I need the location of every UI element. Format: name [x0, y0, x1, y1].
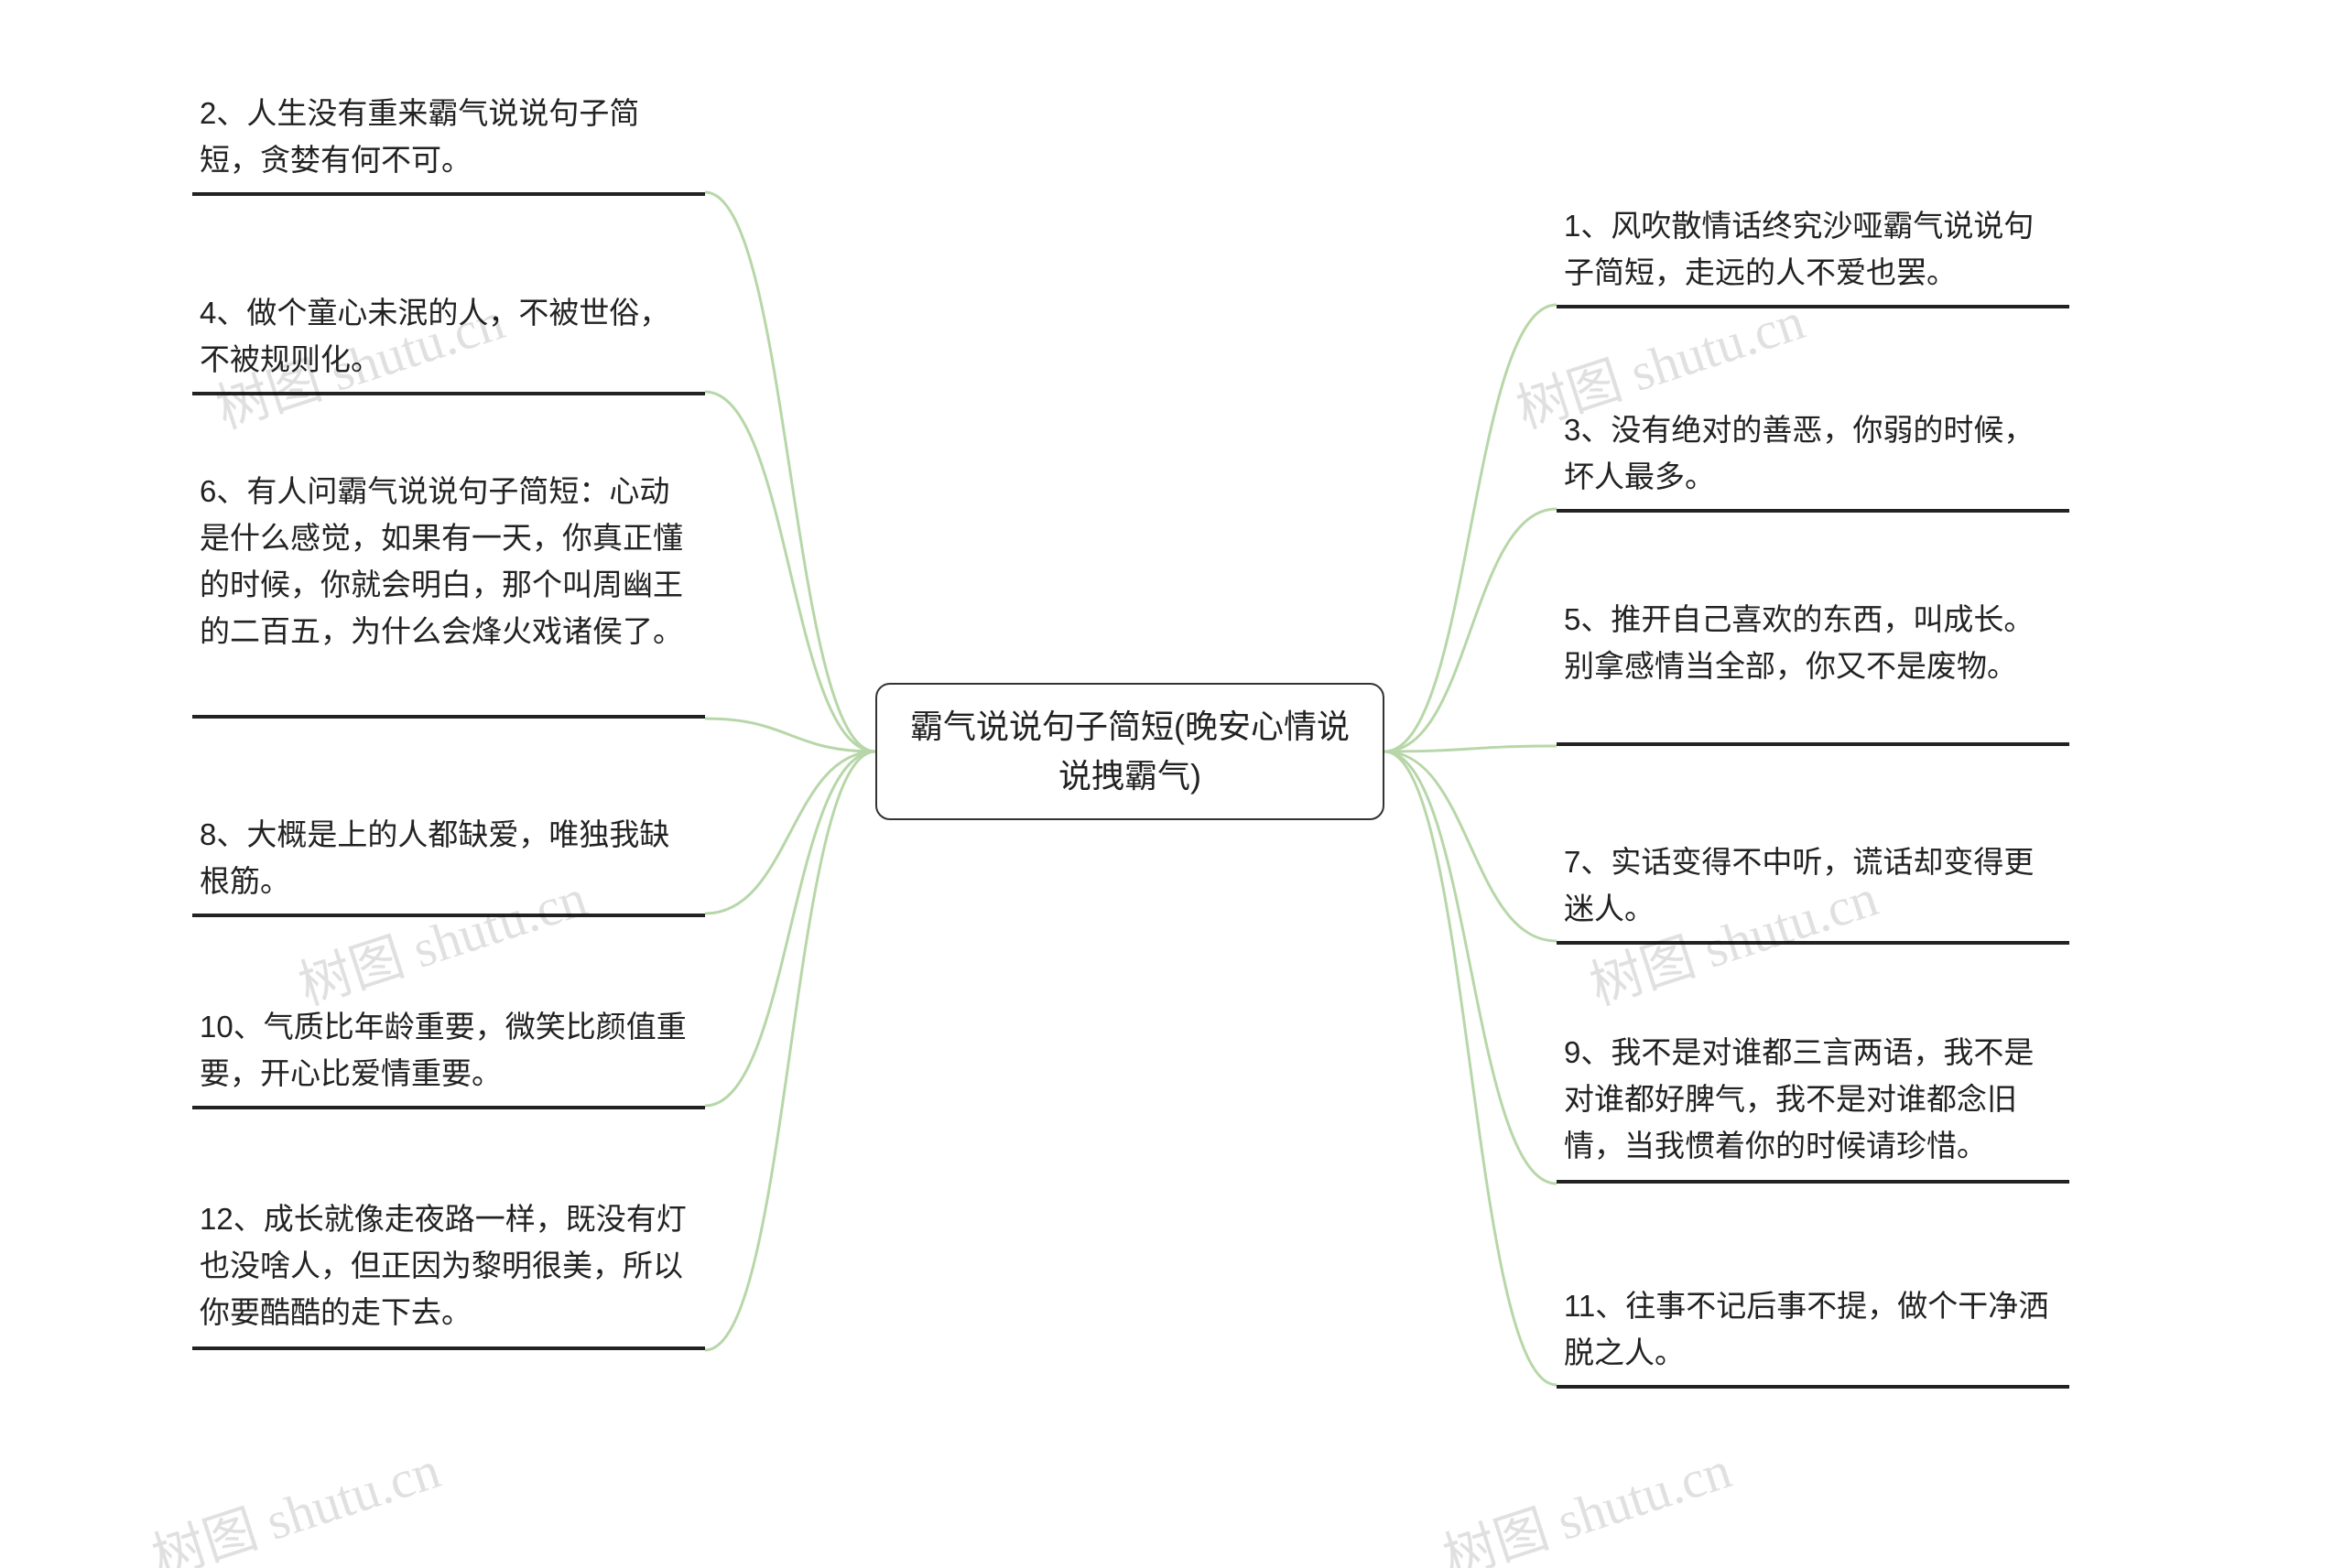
leaf-node: 11、往事不记后事不提，做个干净洒脱之人。 — [1557, 1277, 2069, 1389]
leaf-label: 12、成长就像走夜路一样，既没有灯也没啥人，但正因为黎明很美，所以你要酷酷的走下… — [200, 1202, 687, 1329]
connector — [1384, 305, 1557, 752]
connector — [705, 719, 875, 752]
watermark: 树图 shutu.cn — [141, 1427, 448, 1568]
leaf-node: 1、风吹散情话终究沙哑霸气说说句子简短，走远的人不爱也罢。 — [1557, 197, 2069, 308]
connector — [1384, 752, 1557, 941]
connector — [1384, 752, 1557, 1385]
leaf-node: 10、气质比年龄重要，微笑比颜值重要，开心比爱情重要。 — [192, 998, 705, 1109]
leaf-node: 4、做个童心未泯的人，不被世俗，不被规则化。 — [192, 284, 705, 395]
watermark: 树图 shutu.cn — [1432, 1427, 1739, 1568]
leaf-node: 8、大概是上的人都缺爱，唯独我缺根筋。 — [192, 806, 705, 917]
leaf-node: 5、推开自己喜欢的东西，叫成长。别拿感情当全部，你又不是废物。 — [1557, 590, 2069, 746]
connector — [705, 392, 875, 752]
leaf-node: 2、人生没有重来霸气说说句子简短，贪婪有何不可。 — [192, 84, 705, 196]
leaf-label: 4、做个童心未泯的人，不被世俗，不被规则化。 — [200, 296, 669, 376]
center-node: 霸气说说句子简短(晚安心情说说拽霸气) — [875, 683, 1384, 820]
leaf-label: 9、我不是对谁都三言两语，我不是对谁都好脾气，我不是对谁都念旧情，当我惯着你的时… — [1564, 1035, 2034, 1162]
leaf-label: 11、往事不记后事不提，做个干净洒脱之人。 — [1564, 1289, 2048, 1369]
connector — [705, 192, 875, 752]
leaf-label: 10、气质比年龄重要，微笑比颜值重要，开心比爱情重要。 — [200, 1010, 687, 1090]
leaf-label: 3、没有绝对的善恶，你弱的时候，坏人最多。 — [1564, 413, 2034, 493]
connector — [705, 752, 875, 1106]
leaf-label: 5、推开自己喜欢的东西，叫成长。别拿感情当全部，你又不是废物。 — [1564, 602, 2034, 683]
connector — [705, 752, 875, 914]
leaf-node: 3、没有绝对的善恶，你弱的时候，坏人最多。 — [1557, 401, 2069, 513]
leaf-node: 6、有人问霸气说说句子简短：心动是什么感觉，如果有一天，你真正懂的时候，你就会明… — [192, 462, 705, 719]
leaf-label: 8、大概是上的人都缺爱，唯独我缺根筋。 — [200, 817, 669, 898]
connector — [1384, 746, 1557, 752]
leaf-label: 7、实话变得不中听，谎话却变得更迷人。 — [1564, 845, 2034, 925]
connector — [1384, 752, 1557, 1184]
connector — [705, 752, 875, 1350]
leaf-node: 9、我不是对谁都三言两语，我不是对谁都好脾气，我不是对谁都念旧情，当我惯着你的时… — [1557, 1023, 2069, 1184]
leaf-node: 12、成长就像走夜路一样，既没有灯也没啥人，但正因为黎明很美，所以你要酷酷的走下… — [192, 1190, 705, 1350]
mindmap-canvas: { "diagram": { "type": "mindmap", "backg… — [0, 0, 2344, 1568]
leaf-label: 6、有人问霸气说说句子简短：心动是什么感觉，如果有一天，你真正懂的时候，你就会明… — [200, 474, 683, 648]
connector — [1384, 509, 1557, 752]
leaf-label: 2、人生没有重来霸气说说句子简短，贪婪有何不可。 — [200, 96, 639, 177]
center-node-label: 霸气说说句子简短(晚安心情说说拽霸气) — [905, 702, 1355, 801]
leaf-label: 1、风吹散情话终究沙哑霸气说说句子简短，走远的人不爱也罢。 — [1564, 209, 2034, 289]
leaf-node: 7、实话变得不中听，谎话却变得更迷人。 — [1557, 833, 2069, 945]
